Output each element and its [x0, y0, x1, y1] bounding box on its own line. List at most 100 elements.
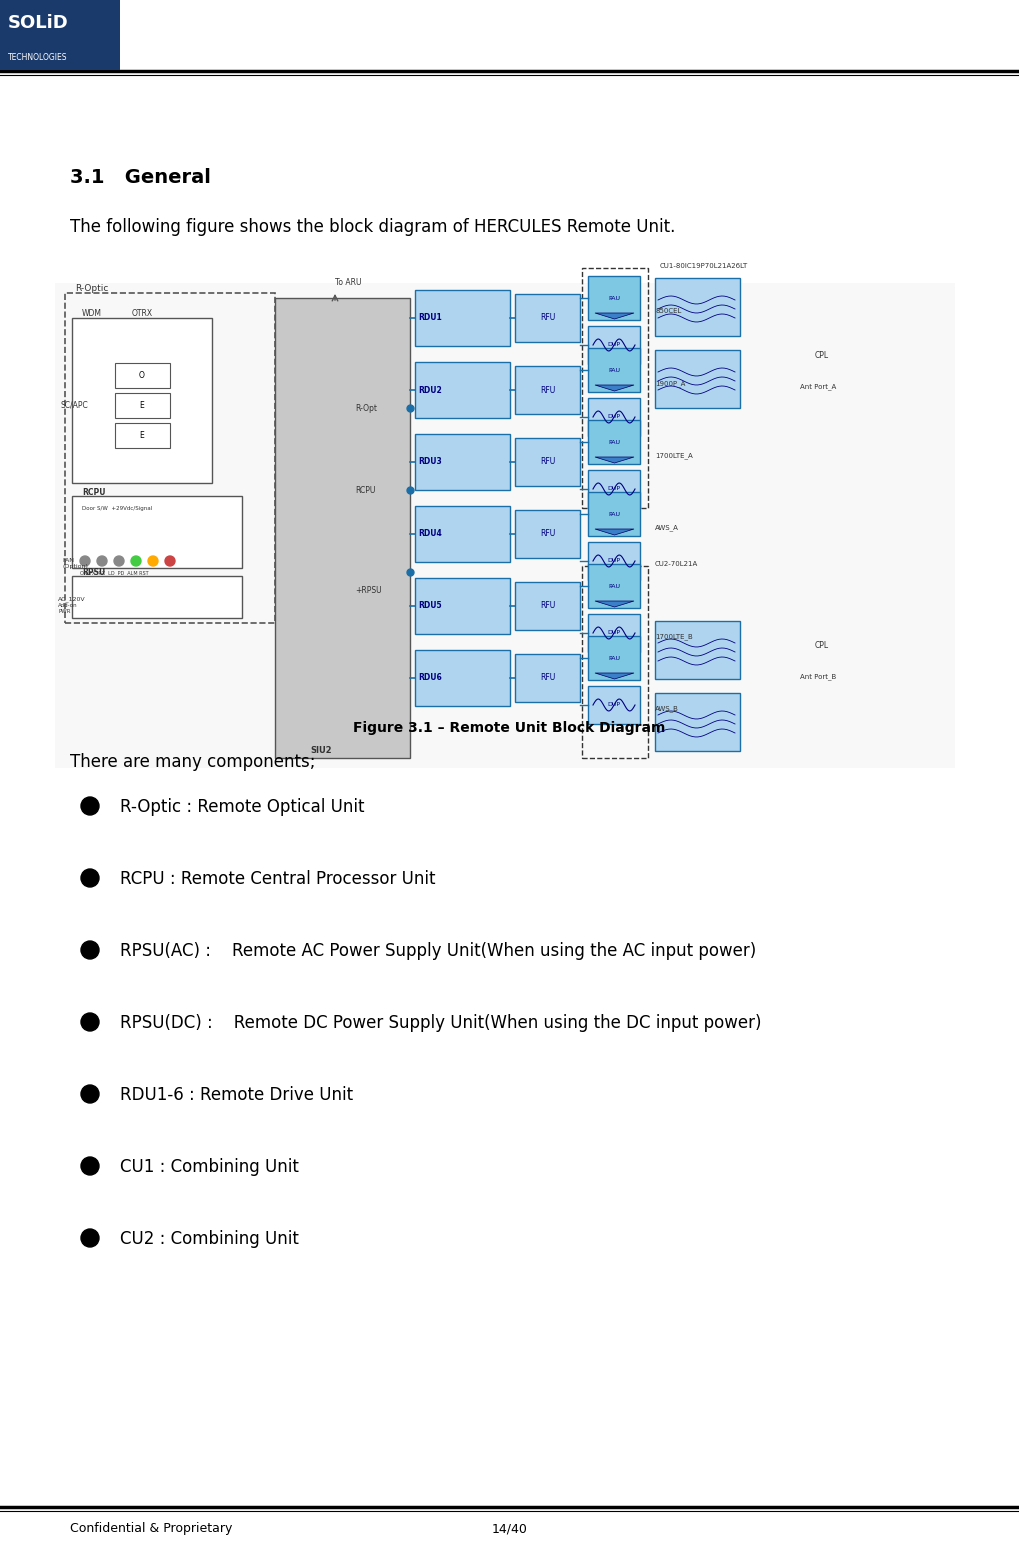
Circle shape	[114, 556, 124, 566]
Circle shape	[81, 1229, 99, 1247]
Text: E: E	[140, 430, 145, 439]
Bar	[115, 424, 170, 449]
Bar	[115, 363, 170, 388]
Polygon shape	[595, 313, 634, 319]
Bar	[588, 686, 640, 724]
Text: Door S/W  +29Vdc/Signal: Door S/W +29Vdc/Signal	[82, 506, 152, 511]
Text: CPL: CPL	[815, 352, 829, 359]
Bar	[72, 495, 242, 567]
Text: E: E	[140, 400, 145, 410]
Text: 14/40: 14/40	[491, 1522, 528, 1535]
Text: PAU: PAU	[608, 655, 620, 661]
Bar	[655, 692, 740, 750]
Bar	[515, 366, 580, 414]
Text: RFU: RFU	[540, 530, 555, 539]
Text: CU2-70L21A: CU2-70L21A	[655, 561, 698, 567]
Bar	[65, 292, 275, 624]
Text: RDU6: RDU6	[418, 674, 442, 683]
Text: 3.1   General: 3.1 General	[70, 167, 211, 188]
Bar	[588, 636, 640, 680]
Text: Figure 3.1 – Remote Unit Block Diagram: Figure 3.1 – Remote Unit Block Diagram	[354, 721, 665, 735]
Bar	[515, 510, 580, 558]
Text: RPSU(DC) :    Remote DC Power Supply Unit(When using the DC input power): RPSU(DC) : Remote DC Power Supply Unit(W…	[120, 1014, 761, 1032]
Text: PAU: PAU	[608, 367, 620, 372]
Text: WDM: WDM	[82, 309, 102, 317]
Text: OTRX: OTRX	[132, 309, 153, 317]
Text: DUP: DUP	[607, 342, 621, 347]
Text: RDU3: RDU3	[418, 458, 442, 466]
Text: ON TX  RX  LD  PD  ALM RST: ON TX RX LD PD ALM RST	[81, 570, 149, 577]
Text: DUP: DUP	[607, 702, 621, 708]
Bar	[588, 399, 640, 436]
Text: SIU2: SIU2	[310, 746, 331, 755]
Bar	[72, 317, 212, 483]
Text: RFU: RFU	[540, 458, 555, 466]
Text: To ARU: To ARU	[335, 278, 362, 288]
Text: 1700LTE_B: 1700LTE_B	[655, 633, 693, 639]
Bar	[415, 363, 510, 417]
Bar	[588, 277, 640, 320]
Text: Add-on
PWR: Add-on PWR	[58, 603, 77, 614]
Bar	[55, 283, 955, 767]
Text: Ant Port_B: Ant Port_B	[800, 674, 837, 680]
Text: FAN
(Option): FAN (Option)	[62, 558, 88, 569]
Polygon shape	[595, 602, 634, 606]
Circle shape	[81, 941, 99, 960]
Text: RDU2: RDU2	[418, 386, 442, 394]
Bar	[588, 564, 640, 608]
Bar	[588, 470, 640, 508]
Bar	[515, 438, 580, 486]
Text: CPL: CPL	[815, 641, 829, 650]
Text: DUP: DUP	[607, 558, 621, 564]
Bar	[415, 578, 510, 635]
Bar	[582, 267, 648, 508]
Text: RPSU: RPSU	[82, 567, 105, 577]
Text: RPSU(AC) :    Remote AC Power Supply Unit(When using the AC input power): RPSU(AC) : Remote AC Power Supply Unit(W…	[120, 942, 756, 960]
Bar	[415, 435, 510, 489]
Text: R-Optic : Remote Optical Unit: R-Optic : Remote Optical Unit	[120, 799, 365, 816]
Text: RFU: RFU	[540, 674, 555, 683]
Bar	[588, 349, 640, 392]
Text: O: O	[139, 370, 145, 380]
Circle shape	[81, 1157, 99, 1175]
Circle shape	[81, 1085, 99, 1103]
Bar	[515, 294, 580, 342]
Bar	[588, 327, 640, 364]
Polygon shape	[595, 674, 634, 678]
Circle shape	[148, 556, 158, 566]
Polygon shape	[595, 456, 634, 463]
Circle shape	[165, 556, 175, 566]
Bar	[515, 581, 580, 630]
Bar	[588, 492, 640, 536]
Text: 850CEL: 850CEL	[655, 308, 682, 314]
Text: RCPU: RCPU	[355, 486, 375, 495]
Text: AWS_B: AWS_B	[655, 705, 679, 711]
Bar	[115, 392, 170, 417]
Text: RCPU : Remote Central Processor Unit: RCPU : Remote Central Processor Unit	[120, 871, 435, 888]
Text: RCPU: RCPU	[82, 488, 106, 497]
Text: PAU: PAU	[608, 583, 620, 589]
Text: There are many components;: There are many components;	[70, 753, 316, 771]
Bar	[415, 650, 510, 706]
Text: PAU: PAU	[608, 295, 620, 300]
Bar	[72, 577, 242, 617]
Text: Ant Port_A: Ant Port_A	[800, 383, 837, 389]
Circle shape	[97, 556, 107, 566]
Bar	[588, 614, 640, 652]
Text: AC_120V: AC_120V	[58, 596, 86, 602]
Bar	[415, 291, 510, 345]
Bar	[655, 278, 740, 336]
Text: RFU: RFU	[540, 386, 555, 394]
Text: Confidential & Proprietary: Confidential & Proprietary	[70, 1522, 232, 1535]
Text: RDU4: RDU4	[418, 530, 442, 539]
Text: SOLiD: SOLiD	[8, 14, 68, 31]
Text: +RPSU: +RPSU	[355, 586, 382, 596]
Bar	[415, 506, 510, 563]
Text: 1900P_A: 1900P_A	[655, 380, 686, 386]
Bar	[655, 350, 740, 408]
FancyBboxPatch shape	[0, 0, 120, 70]
Text: DUP: DUP	[607, 486, 621, 491]
Text: AWS_A: AWS_A	[655, 524, 679, 531]
Circle shape	[81, 1013, 99, 1032]
Circle shape	[81, 556, 90, 566]
